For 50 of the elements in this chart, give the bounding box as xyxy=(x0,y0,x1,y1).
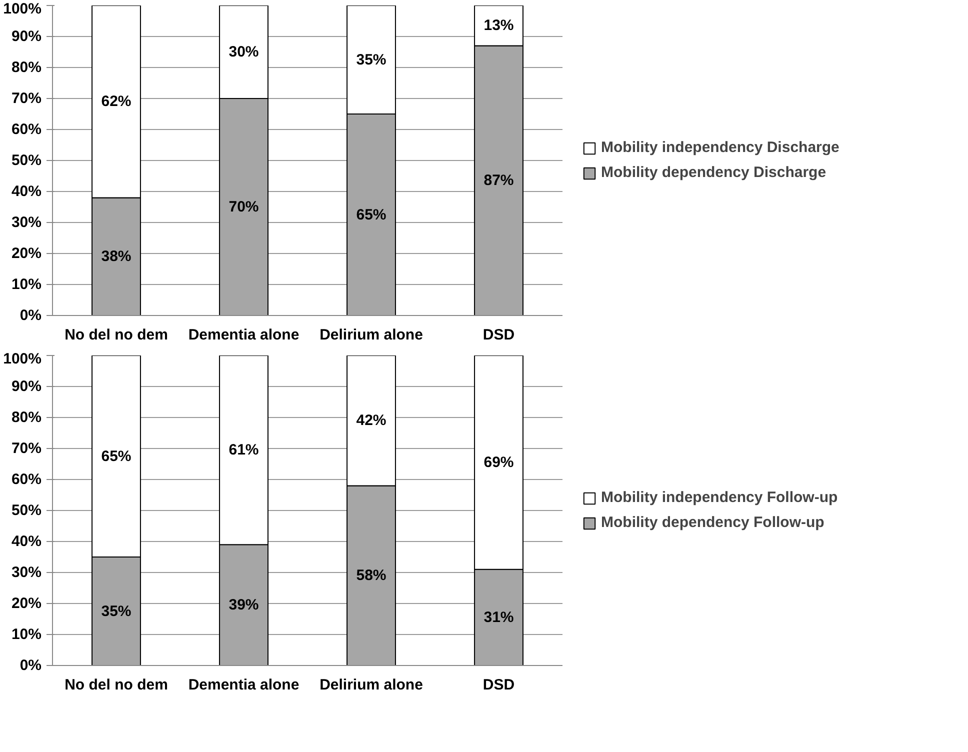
data-label: 13% xyxy=(484,17,514,34)
y-tick-label: 10% xyxy=(11,276,42,293)
y-tick-label: 20% xyxy=(11,595,42,612)
legend-label: Mobility dependency Follow-up xyxy=(601,514,824,531)
legend-label: Mobility independency Discharge xyxy=(601,139,840,156)
x-tick-label: Delirium alone xyxy=(320,676,423,694)
x-tick-label: No del no dem xyxy=(64,326,168,344)
x-tick-label: No del no dem xyxy=(64,676,168,694)
data-label: 38% xyxy=(101,248,132,266)
x-tick-label: Dementia alone xyxy=(188,326,300,344)
y-tick-label: 0% xyxy=(20,307,42,324)
data-label: 62% xyxy=(101,93,132,110)
data-label: 39% xyxy=(228,596,259,614)
data-label: 35% xyxy=(101,602,132,620)
y-tick-label: 70% xyxy=(11,90,42,107)
y-tick-label: 40% xyxy=(11,183,42,200)
y-tick-label: 100% xyxy=(3,0,42,18)
y-tick-label: 40% xyxy=(11,533,42,550)
x-tick-label: DSD xyxy=(482,326,515,344)
data-label: 35% xyxy=(356,51,386,68)
y-tick-label: 80% xyxy=(11,409,42,426)
legend-label: Mobility independency Follow-up xyxy=(601,489,838,506)
y-tick-label: 20% xyxy=(11,245,42,262)
y-tick-label: 30% xyxy=(11,214,42,231)
y-tick-label: 90% xyxy=(11,28,42,45)
data-label: 31% xyxy=(484,608,514,626)
y-tick-label: 60% xyxy=(11,471,42,488)
y-tick-label: 50% xyxy=(11,502,42,519)
data-label: 69% xyxy=(484,454,514,471)
x-tick-label: Dementia alone xyxy=(188,676,300,694)
x-tick-label: DSD xyxy=(482,676,515,694)
y-tick-label: 10% xyxy=(11,626,42,643)
data-label: 30% xyxy=(228,44,259,60)
data-label: 70% xyxy=(228,198,259,216)
y-tick-label: 100% xyxy=(3,350,42,368)
y-tick-label: 60% xyxy=(11,121,42,138)
legend-label: Mobility dependency Discharge xyxy=(601,164,826,181)
y-tick-label: 90% xyxy=(11,378,42,395)
y-tick-label: 30% xyxy=(11,564,42,581)
y-tick-label: 50% xyxy=(11,152,42,169)
data-label: 42% xyxy=(356,412,386,430)
data-label: 65% xyxy=(356,206,386,224)
x-tick-label: Delirium alone xyxy=(320,326,423,344)
data-label: 58% xyxy=(356,567,386,584)
y-tick-label: 0% xyxy=(20,657,42,674)
y-tick-label: 70% xyxy=(11,440,42,457)
data-label: 87% xyxy=(484,172,514,190)
y-tick-label: 80% xyxy=(11,59,42,76)
data-label: 65% xyxy=(101,448,132,465)
data-label: 61% xyxy=(228,442,259,459)
